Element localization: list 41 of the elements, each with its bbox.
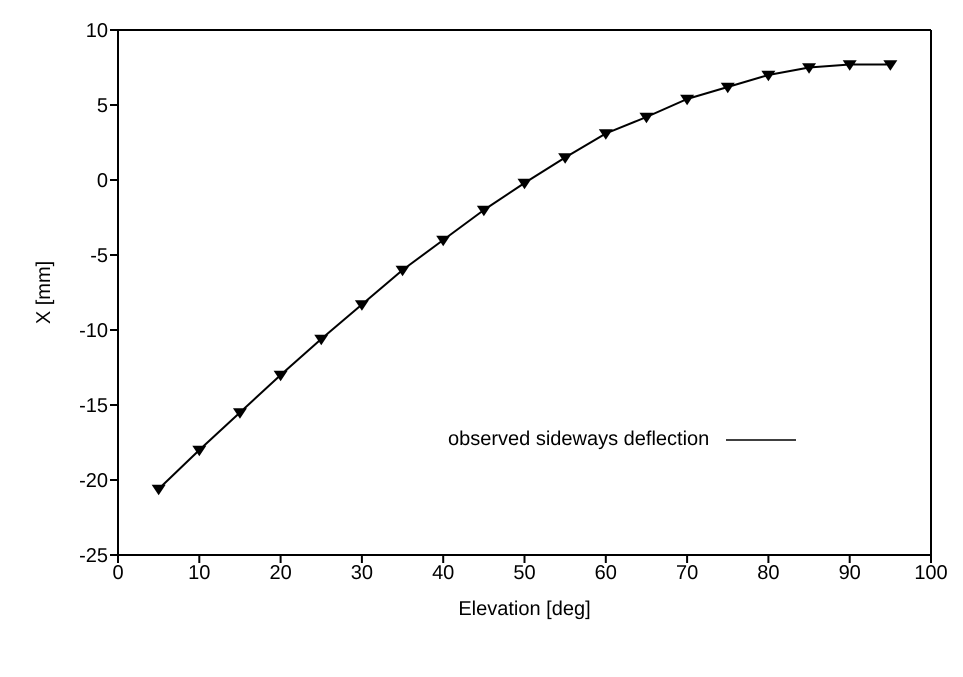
point — [476, 206, 491, 216]
legend-label: observed sideways deflection — [448, 428, 710, 451]
x-tick-label: 90 — [838, 562, 861, 584]
x-tick-label: 10 — [188, 562, 210, 584]
x-tick-label: 80 — [757, 562, 780, 584]
point — [314, 334, 328, 346]
x-tick-label: 20 — [269, 562, 292, 584]
y-tick-label: 5 — [96, 95, 108, 118]
point — [232, 408, 247, 419]
y-tick-label: 10 — [86, 20, 108, 42]
point — [354, 300, 369, 311]
point — [842, 60, 857, 71]
point — [436, 236, 450, 246]
y-tick-label: 0 — [96, 170, 108, 192]
x-tick-label: 60 — [594, 562, 617, 584]
x-tick-label: 50 — [513, 562, 536, 584]
point — [558, 153, 572, 164]
x-tick-label: 40 — [432, 562, 454, 584]
point — [639, 112, 654, 124]
x-tick-label: 30 — [350, 562, 374, 584]
point — [883, 60, 898, 71]
x-axis-title: Elevation [deg] — [458, 598, 591, 620]
point — [396, 266, 410, 276]
x-tick-label: 0 — [112, 562, 124, 584]
y-tick-label: -25 — [79, 545, 108, 568]
point — [802, 63, 816, 74]
y-tick-label: -10 — [79, 320, 108, 342]
x-tick-label: 70 — [676, 562, 698, 584]
point — [274, 370, 288, 382]
point — [598, 129, 613, 140]
point — [761, 70, 776, 82]
y-tick-label: -15 — [79, 395, 108, 418]
point — [680, 94, 694, 106]
y-axis-title: X [mm] — [33, 260, 56, 324]
point — [720, 82, 735, 94]
x-tick-label: 100 — [914, 562, 948, 584]
y-tick-label: -20 — [79, 470, 108, 492]
point — [152, 484, 166, 496]
point — [518, 178, 532, 190]
point — [192, 446, 206, 456]
y-tick-label: -5 — [90, 245, 108, 268]
